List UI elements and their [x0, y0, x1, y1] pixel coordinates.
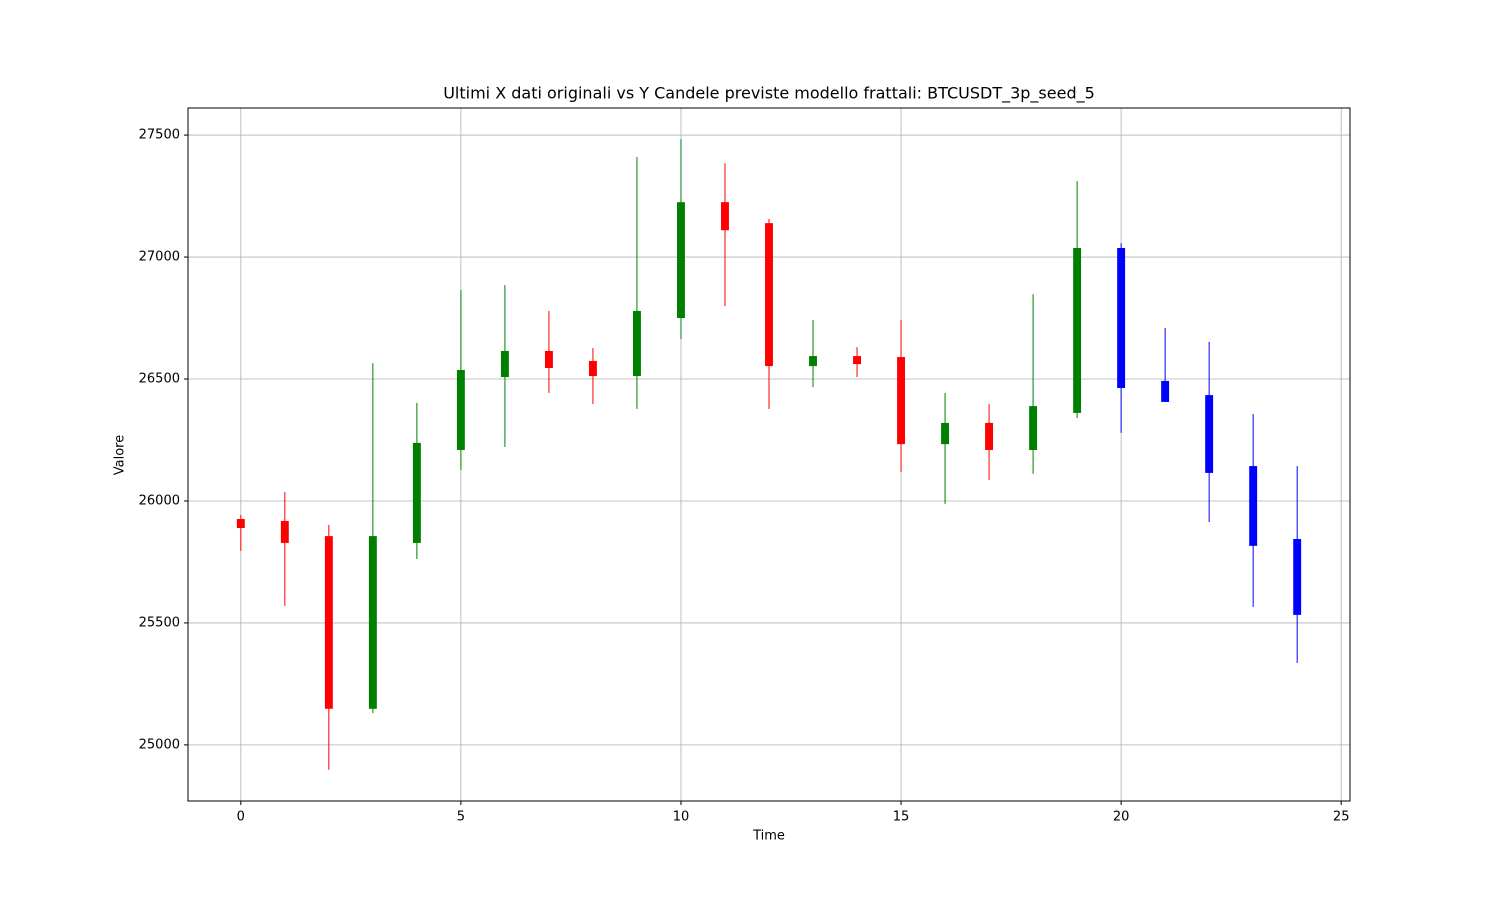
y-axis-label: Valore [113, 435, 128, 475]
plot-frame [187, 107, 1351, 802]
y-tick-label: 25000 [139, 737, 180, 752]
candle-body [280, 520, 289, 543]
candle-body [677, 202, 685, 319]
candle-body [236, 519, 245, 529]
y-tick-label: 27500 [139, 128, 180, 143]
candle-body [500, 350, 509, 378]
x-tick-label: 10 [673, 810, 690, 825]
candle-body [985, 422, 994, 450]
x-axis-label: Time [752, 829, 785, 844]
candle-body [412, 442, 421, 543]
candle-body [368, 536, 377, 709]
candle-body [632, 310, 641, 377]
y-tick-label: 26500 [139, 372, 180, 387]
y-tick-label: 27000 [139, 250, 180, 265]
x-tick-label: 0 [237, 810, 245, 825]
y-tick-label: 25500 [139, 615, 180, 630]
candle-body [1161, 380, 1170, 402]
candle-body [941, 422, 950, 445]
candle-body [809, 356, 817, 367]
candle-body [1073, 248, 1082, 413]
x-tick-label: 20 [1113, 810, 1130, 825]
candle-body [1293, 539, 1302, 615]
candle-body [324, 536, 333, 709]
y-tick-label: 26000 [139, 493, 180, 508]
x-tick-label: 15 [893, 810, 910, 825]
candle-body [721, 202, 729, 231]
candle-body [588, 360, 597, 377]
chart-title: Ultimi X dati originali vs Y Candele pre… [443, 84, 1095, 104]
candle-body [456, 369, 465, 450]
candle-body [897, 357, 906, 445]
x-tick-label: 25 [1333, 810, 1350, 825]
candle-body [544, 350, 553, 369]
candle-body [1117, 248, 1126, 389]
candle-body [1249, 466, 1258, 546]
candle-body [1029, 406, 1038, 450]
candle-body [765, 223, 773, 367]
candle-body [853, 356, 861, 365]
x-tick-label: 5 [457, 810, 465, 825]
candle-body [1205, 395, 1214, 473]
